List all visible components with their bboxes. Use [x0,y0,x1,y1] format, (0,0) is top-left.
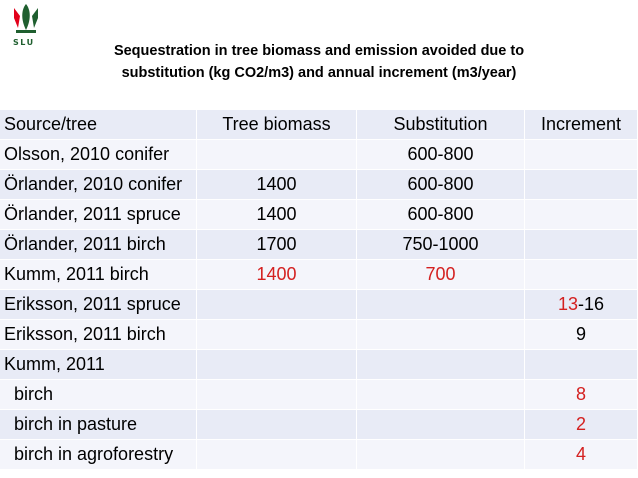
table-row: birch 8 [0,380,638,410]
substitution-cell: 600-800 [357,200,525,230]
increment-cell [525,260,638,290]
increment-high: -16 [578,294,605,314]
substitution-cell: 600-800 [357,140,525,170]
increment-cell [525,350,638,380]
increment-cell-highlight: 8 [525,380,638,410]
source-cell: Kumm, 2011 birch [0,260,197,290]
biomass-cell: 1400 [197,170,357,200]
source-cell: birch [0,380,197,410]
source-cell: Kumm, 2011 [0,350,197,380]
source-cell: Örlander, 2010 conifer [0,170,197,200]
table-row: Eriksson, 2011 birch 9 [0,320,638,350]
title-line-1: Sequestration in tree biomass and emissi… [113,43,525,59]
substitution-cell [357,290,525,320]
increment-cell: 9 [525,320,638,350]
increment-cell-highlight: 4 [525,440,638,470]
header-row: Source/tree Tree biomass Substitution In… [0,110,638,140]
biomass-cell [197,290,357,320]
source-cell: Eriksson, 2011 spruce [0,290,197,320]
substitution-cell [357,380,525,410]
biomass-cell [197,350,357,380]
biomass-cell-highlight: 1400 [197,260,357,290]
biomass-cell [197,320,357,350]
substitution-cell-highlight: 700 [357,260,525,290]
source-cell: Örlander, 2011 spruce [0,200,197,230]
biomass-cell: 1400 [197,200,357,230]
slu-logo: SLU [6,2,46,52]
source-cell: birch in pasture [0,410,197,440]
table-row: birch in pasture 2 [0,410,638,440]
slide-title: Sequestration in tree biomass and emissi… [60,40,578,84]
substitution-cell [357,350,525,380]
substitution-cell: 750-1000 [357,230,525,260]
source-cell: Olsson, 2010 conifer [0,140,197,170]
biomass-cell [197,410,357,440]
increment-cell [525,230,638,260]
substitution-cell [357,440,525,470]
crown-leaf-icon [14,4,38,33]
table-row: Örlander, 2011 spruce 1400 600-800 [0,200,638,230]
source-cell: Örlander, 2011 birch [0,230,197,260]
biomass-cell [197,380,357,410]
table-row: Olsson, 2010 conifer 600-800 [0,140,638,170]
table-row: Örlander, 2011 birch 1700 750-1000 [0,230,638,260]
title-line-2: substitution (kg CO2/m3) and annual incr… [121,65,517,81]
table-row: Eriksson, 2011 spruce 13 -16 [0,290,638,320]
biomass-cell [197,440,357,470]
biomass-cell: 1700 [197,230,357,260]
header-source: Source/tree [0,110,197,140]
substitution-cell [357,320,525,350]
increment-cell [525,200,638,230]
logo-text: SLU [13,38,35,47]
table-row: Örlander, 2010 conifer 1400 600-800 [0,170,638,200]
biomass-cell [197,140,357,170]
source-cell: birch in agroforestry [0,440,197,470]
table-row: birch in agroforestry 4 [0,440,638,470]
data-table: Source/tree Tree biomass Substitution In… [0,110,638,470]
table-row: Kumm, 2011 [0,350,638,380]
source-cell: Eriksson, 2011 birch [0,320,197,350]
header-biomass: Tree biomass [197,110,357,140]
header-increment: Increment [525,110,638,140]
increment-cell-highlight: 2 [525,410,638,440]
increment-cell [525,170,638,200]
increment-cell [525,140,638,170]
table-row: Kumm, 2011 birch 1400 700 [0,260,638,290]
substitution-cell: 600-800 [357,170,525,200]
increment-low-highlight: 13 [557,294,578,314]
substitution-cell [357,410,525,440]
increment-cell: 13 -16 [525,290,638,320]
header-substitution: Substitution [357,110,525,140]
